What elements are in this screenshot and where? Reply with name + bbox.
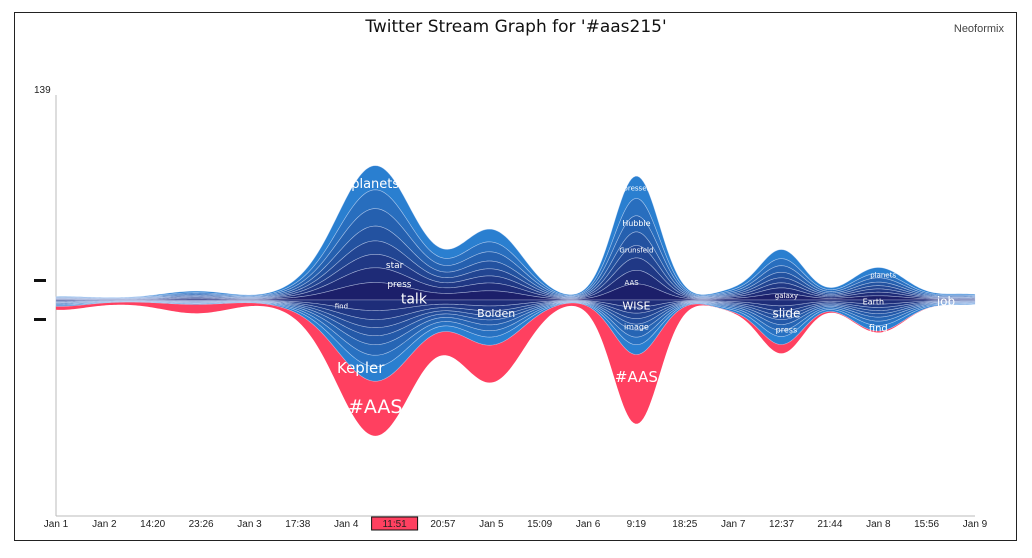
x-tick-label[interactable]: Jan 8 — [866, 519, 891, 530]
x-tick-label[interactable]: 17:38 — [285, 519, 310, 530]
stream-label[interactable]: slide — [772, 307, 800, 321]
stream-label[interactable]: Hubble — [622, 219, 650, 228]
x-tick-label[interactable]: 14:20 — [140, 519, 165, 530]
x-tick-label[interactable]: 21:44 — [817, 519, 842, 530]
zoom-marker-bottom[interactable] — [34, 318, 46, 321]
x-tick-label[interactable]: 23:26 — [189, 519, 214, 530]
x-tick-label[interactable]: Jan 9 — [963, 519, 988, 530]
stream-label[interactable]: Earth — [863, 297, 884, 306]
stream-label[interactable]: star — [386, 261, 404, 271]
x-tick-label[interactable]: 12:37 — [769, 519, 794, 530]
stream-label[interactable]: press — [387, 280, 411, 290]
x-tick-label[interactable]: 18:25 — [672, 519, 697, 530]
x-tick-label[interactable]: 9:19 — [627, 519, 647, 530]
x-tick-label[interactable]: 20:57 — [430, 519, 455, 530]
y-max-label: 139 — [34, 85, 51, 96]
x-tick-label[interactable]: Jan 3 — [237, 519, 262, 530]
zoom-marker-top[interactable] — [34, 279, 46, 282]
stream-label[interactable]: planets — [870, 271, 896, 279]
stream-layers — [55, 165, 976, 436]
stream-layer-lower-7[interactable] — [55, 299, 976, 311]
stream-label[interactable]: #AAS — [348, 396, 403, 418]
stream-label[interactable]: find — [869, 324, 888, 335]
stream-label[interactable]: find — [335, 302, 348, 310]
stream-label[interactable]: Grunsfeld — [619, 246, 653, 254]
stream-label[interactable]: #AAS — [615, 368, 658, 386]
stream-label[interactable]: galaxy — [775, 292, 798, 300]
x-tick-label[interactable]: Jan 6 — [576, 519, 601, 530]
stream-label[interactable]: planets — [351, 177, 399, 192]
x-tick-label[interactable]: Jan 5 — [479, 519, 504, 530]
stream-label[interactable]: Kepler — [337, 359, 385, 377]
x-tick-label[interactable]: Jan 2 — [92, 519, 117, 530]
x-tick-label[interactable]: 15:09 — [527, 519, 552, 530]
x-tick-label[interactable]: 11:51 — [382, 519, 407, 530]
stream-label[interactable]: Bolden — [477, 307, 515, 320]
x-tick-label[interactable]: Jan 1 — [44, 519, 69, 530]
x-tick-label[interactable]: 15:56 — [914, 519, 939, 530]
stream-label[interactable]: image — [624, 322, 649, 331]
stream-label[interactable]: AAS — [624, 279, 639, 287]
x-tick-label[interactable]: Jan 4 — [334, 519, 359, 530]
stream-label[interactable]: talk — [401, 291, 428, 307]
stream-label[interactable]: job — [936, 295, 955, 309]
brand-label[interactable]: Neoformix — [953, 23, 1004, 35]
stream-label[interactable]: presser — [623, 184, 649, 192]
selected-time-marker[interactable] — [371, 516, 419, 531]
stream-label[interactable]: press — [776, 325, 797, 334]
stream-label[interactable]: WISE — [622, 300, 650, 313]
x-tick-label[interactable]: Jan 7 — [721, 519, 746, 530]
stream-labels: planetsstarpresstalkfindKepler#AASBolden… — [335, 177, 955, 418]
chart-title: Twitter Stream Graph for '#aas215' — [365, 17, 667, 37]
x-axis-ticks: Jan 1 Jan 2 14:20 23:26 Jan 3 17:38 Jan 4 11:51… — [44, 516, 988, 531]
